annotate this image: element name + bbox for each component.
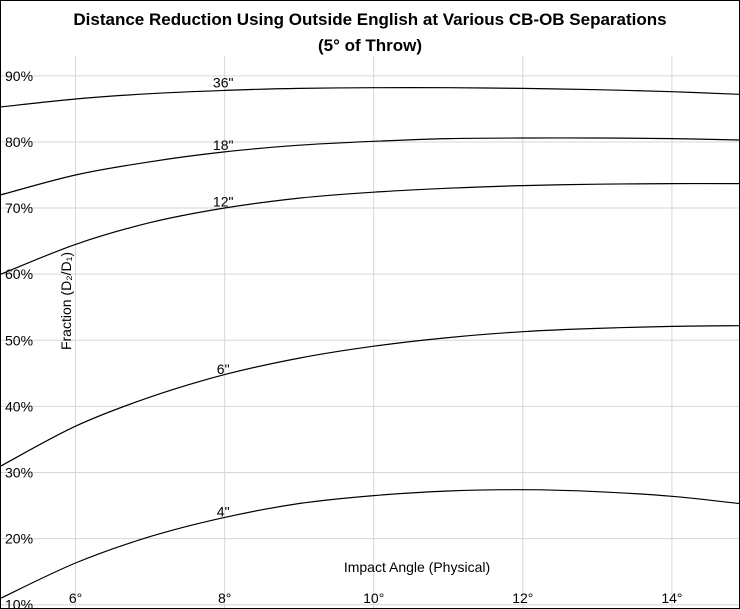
- series-line: [1, 489, 739, 599]
- chart-subtitle: (5° of Throw): [318, 36, 422, 55]
- series-label: 18": [213, 137, 234, 153]
- series-label: 6": [217, 361, 230, 377]
- series-line: [1, 87, 739, 108]
- x-tick-label: 14°: [661, 590, 682, 606]
- y-tick-label: 50%: [5, 332, 33, 348]
- y-tick-label: 80%: [5, 134, 33, 150]
- label-layer: 36" 18" 12" 6" 4": [213, 75, 234, 520]
- x-tick-label: 10°: [363, 590, 384, 606]
- x-tick-label: 12°: [512, 590, 533, 606]
- y-tick-label: 20%: [5, 531, 33, 547]
- x-tick-label: 8°: [218, 590, 231, 606]
- curve-layer: [1, 87, 739, 599]
- series-label: 12": [213, 194, 234, 210]
- tick-layer: 10% 20% 30% 40% 50% 60% 70% 80% 90% 6° 8° 10° 12° 14°: [5, 68, 682, 608]
- series-line: [1, 182, 739, 275]
- y-tick-label: 10%: [5, 597, 33, 608]
- x-axis-label: Impact Angle (Physical): [344, 559, 490, 575]
- y-axis-label: Fraction (D₂/D₁): [58, 252, 74, 350]
- grid-layer: [1, 56, 739, 608]
- y-tick-label: 30%: [5, 464, 33, 480]
- y-tick-label: 70%: [5, 200, 33, 216]
- x-tick-label: 6°: [69, 590, 82, 606]
- y-tick-label: 40%: [5, 398, 33, 414]
- series-line: [1, 137, 739, 196]
- series-label: 36": [213, 75, 234, 91]
- y-tick-label: 90%: [5, 68, 33, 84]
- series-line: [1, 325, 739, 467]
- y-tick-label: 60%: [5, 266, 33, 282]
- series-label: 4": [217, 503, 230, 519]
- chart-title: Distance Reduction Using Outside English…: [73, 10, 666, 29]
